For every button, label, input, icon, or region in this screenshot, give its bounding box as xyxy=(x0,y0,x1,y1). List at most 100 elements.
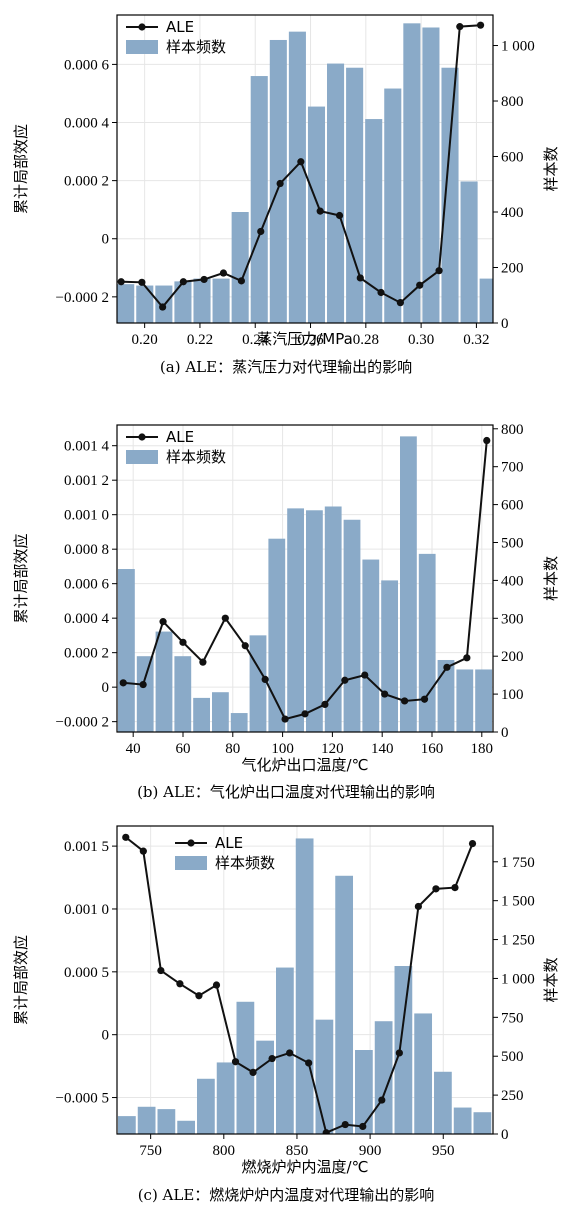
y-right-tick-label: 500 xyxy=(501,535,524,551)
plot-frame xyxy=(116,14,494,324)
ale-point xyxy=(257,227,265,236)
histogram-bar xyxy=(456,669,474,732)
y-right-tick-label: 500 xyxy=(501,1049,524,1065)
histogram-bars xyxy=(117,23,493,323)
x-axis-label: 蒸汽压力/MPa xyxy=(257,330,353,348)
histogram-bar xyxy=(362,559,380,732)
x-tick-label: 120 xyxy=(321,741,344,757)
ale-point xyxy=(420,695,429,703)
y-left-tick-label: 0 xyxy=(102,680,110,696)
histogram-bar xyxy=(177,1120,196,1134)
y-right-tick-label: 0 xyxy=(501,1127,509,1143)
histogram-bar xyxy=(136,656,154,732)
histogram-bar xyxy=(118,1116,136,1134)
histogram-bar xyxy=(256,1040,275,1134)
histogram-bar xyxy=(400,436,417,732)
chart-panel-c: 750 800 850 900 950 −0.000 5 0 0.000 5 0.001 0 0.… xyxy=(12,825,560,1204)
histogram-bar xyxy=(230,713,248,732)
ale-series xyxy=(122,833,477,1134)
y-right-tick-label: 1 000 xyxy=(501,971,535,987)
y-left-tick-label: 0.000 6 xyxy=(64,577,110,593)
chart-panel-a: 0.20 0.22 0.24 0.26 0.28 0.30 0.32 −0.000 2 0 0.0… xyxy=(12,14,560,376)
ale-point xyxy=(443,663,451,671)
x-tick-label: 800 xyxy=(213,1143,236,1159)
y-right-tick-label: 600 xyxy=(501,150,524,166)
ale-point xyxy=(231,1058,240,1066)
histogram-bar xyxy=(306,510,323,732)
x-tick-label: 900 xyxy=(359,1143,382,1159)
y-right-tick-label: 1 750 xyxy=(501,855,535,871)
histogram-bar xyxy=(118,569,135,732)
histogram-bar xyxy=(365,119,383,323)
histogram-bar xyxy=(174,656,192,732)
ale-point xyxy=(261,675,269,683)
x-tick-label: 850 xyxy=(286,1143,309,1159)
x-tick-label: 140 xyxy=(371,741,394,757)
y-left-axis-label: 累计局部效应 xyxy=(12,935,30,1025)
x-tick-label: 0.20 xyxy=(132,332,158,348)
ale-point xyxy=(341,1120,349,1129)
ale-point xyxy=(432,885,440,893)
ale-point xyxy=(139,847,147,855)
legend-line-marker xyxy=(138,23,146,31)
y-left-tick-label: 0.000 4 xyxy=(64,611,110,627)
histogram-bar xyxy=(479,278,493,323)
ale-point xyxy=(301,710,309,718)
ale-point xyxy=(179,638,187,646)
y-right-tick-label: 100 xyxy=(501,687,524,703)
y-left-tick-label: 0.001 2 xyxy=(64,473,109,489)
x-tick-label: 40 xyxy=(126,741,141,757)
legend-bar-swatch xyxy=(175,856,207,870)
ale-point xyxy=(316,207,324,215)
ale-point xyxy=(212,981,221,989)
ale-point xyxy=(463,654,471,662)
plot-frame xyxy=(116,424,494,733)
x-tick-label: 180 xyxy=(471,741,494,757)
y-left-tick-label: 0.000 8 xyxy=(64,542,109,558)
histogram-bar xyxy=(212,278,230,323)
ale-point xyxy=(176,980,184,988)
y-left-tick-label: 0.000 2 xyxy=(64,174,109,190)
histogram-bar xyxy=(473,1112,492,1134)
ale-point xyxy=(237,277,246,285)
ale-point xyxy=(122,833,130,841)
y-right-tick-label: 0 xyxy=(501,725,509,741)
ale-point xyxy=(138,278,146,286)
ale-point xyxy=(119,679,127,687)
histogram-bar xyxy=(394,966,413,1134)
y-left-tick-label: 0.000 4 xyxy=(64,116,110,132)
ale-point xyxy=(341,676,349,684)
ale-point xyxy=(378,1096,386,1104)
histogram-bar xyxy=(453,1107,472,1134)
ale-point xyxy=(414,902,422,911)
histogram-bar xyxy=(197,1078,215,1134)
histogram-bar xyxy=(414,1013,433,1134)
histogram-bar xyxy=(324,506,342,732)
histogram-bar xyxy=(250,76,268,323)
x-tick-label: 60 xyxy=(175,741,190,757)
histogram-bar xyxy=(295,838,314,1134)
histogram-bar xyxy=(381,580,398,732)
ale-point xyxy=(359,1122,367,1131)
y-left-tick-label: 0.001 5 xyxy=(64,839,109,855)
y-right-tick-label: 0 xyxy=(501,316,509,332)
x-axis-label: 燃烧炉炉内温度/℃ xyxy=(242,1158,369,1176)
ale-point xyxy=(157,966,165,975)
y-right-tick-label: 1 500 xyxy=(501,894,535,910)
y-right-axis-label: 样本数 xyxy=(542,146,560,191)
histogram-bar xyxy=(136,285,154,323)
ale-point xyxy=(377,288,385,297)
y-right-tick-label: 1 000 xyxy=(501,39,535,55)
legend-label-ale: ALE xyxy=(166,18,194,36)
x-tick-label: 80 xyxy=(225,741,240,757)
ale-point xyxy=(381,690,389,698)
histogram-bar xyxy=(327,63,345,323)
legend: ALE 样本频数 xyxy=(126,428,226,466)
y-right-tick-label: 400 xyxy=(501,205,524,221)
legend-line-marker xyxy=(138,433,146,441)
ale-point xyxy=(356,274,364,282)
histogram-bar xyxy=(437,659,455,732)
histogram-bar xyxy=(434,1071,452,1134)
histogram-bar xyxy=(193,697,210,732)
